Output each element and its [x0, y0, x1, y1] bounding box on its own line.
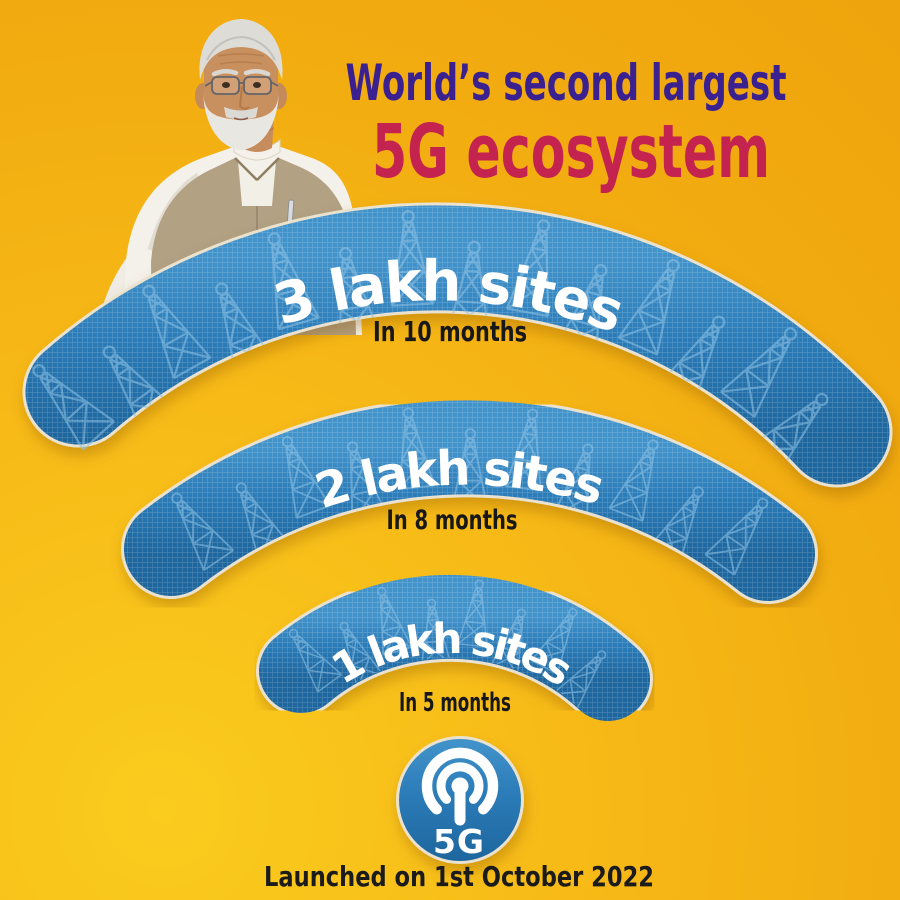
mouth: [233, 117, 249, 121]
arc-texture: [259, 574, 650, 721]
hair-strands: [206, 36, 276, 61]
forehead-lines: [217, 53, 265, 65]
portrait-beard: [203, 88, 279, 150]
nose: [238, 85, 250, 110]
kurta-fold-left: [147, 172, 200, 251]
wifi-arc-2-lakh: 2 lakh sites: [121, 397, 818, 604]
glasses-bridge-temples: [204, 81, 279, 87]
outer-ring: [421, 747, 499, 815]
title-line-1: World’s second largest: [346, 54, 787, 112]
milestone-1-duration: In 5 months: [399, 688, 511, 718]
eye-left: [222, 82, 230, 88]
milestone-3-duration: In 10 months: [373, 315, 527, 348]
wifi-arc-1-lakh: 1 lakh sites: [256, 571, 653, 724]
vest-lapel-edges: [234, 157, 280, 181]
footer-launch-text: Launched on 1st October 2022: [264, 860, 654, 893]
portrait-hair: [199, 19, 283, 80]
arc-texture: [25, 205, 890, 485]
wifi-arc-3-lakh: 3 lakh sites: [18, 202, 893, 488]
broadcast-antenna-icon: [421, 747, 499, 826]
badge-5g-label: 5G: [433, 822, 485, 861]
inner-ring: [436, 762, 484, 804]
milestone-2-duration: In 8 months: [387, 505, 518, 536]
title-line-2: 5G ecosystem: [372, 109, 770, 195]
eye-right: [253, 82, 261, 88]
eyebrows: [211, 69, 271, 77]
mustache: [224, 107, 258, 120]
5g-badge: 5G: [396, 736, 524, 864]
